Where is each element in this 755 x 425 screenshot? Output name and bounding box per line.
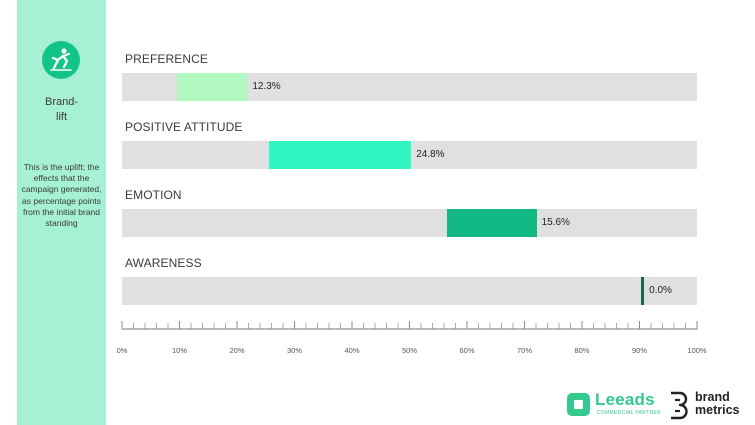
bar-track: 12.3% xyxy=(122,73,697,101)
brandmetrics-logo-mark xyxy=(671,391,688,420)
sidebar-panel: Brand- lift This is the uplift; the effe… xyxy=(17,0,106,425)
bar-track: 15.6% xyxy=(122,209,697,237)
brandmetrics-logo: brand metrics xyxy=(668,390,752,420)
x-tick-label: 40% xyxy=(344,346,359,355)
sidebar-title-line1: Brand- xyxy=(44,96,79,108)
leeads-logo-name: Leeads xyxy=(595,390,655,409)
bar xyxy=(640,277,645,305)
bar xyxy=(176,73,248,101)
x-tick-label: 70% xyxy=(517,346,532,355)
x-tick-label: 20% xyxy=(229,346,244,355)
bar-value-label: 15.6% xyxy=(541,217,570,228)
bar xyxy=(268,141,412,169)
brand-lift-icon xyxy=(42,41,80,79)
sidebar-description: This is the uplift; the effects that the… xyxy=(21,162,102,229)
sidebar-title-line2: lift xyxy=(56,111,67,123)
leeads-logo-mark xyxy=(567,393,590,416)
x-tick-label: 100% xyxy=(687,346,707,355)
brandmetrics-logo-text: brand metrics xyxy=(695,391,739,416)
bar-value-label: 24.8% xyxy=(416,149,445,160)
bar xyxy=(446,209,537,237)
category-label: POSITIVE ATTITUDE xyxy=(125,120,243,134)
x-tick-label: 60% xyxy=(459,346,474,355)
bar-track: 0.0% xyxy=(122,277,697,305)
sidebar-title: Brand- lift xyxy=(17,95,106,125)
x-tick-label: 90% xyxy=(632,346,647,355)
bar-value-label: 12.3% xyxy=(252,81,281,92)
leeads-logo: Leeads COMMERCIAL PARTNER xyxy=(567,390,665,420)
category-label: EMOTION xyxy=(125,188,182,202)
leeads-logo-subtitle: COMMERCIAL PARTNER xyxy=(597,410,661,416)
brandmetrics-logo-line2: metrics xyxy=(695,402,740,417)
bar-value-label: 0.0% xyxy=(649,285,672,296)
category-label: PREFERENCE xyxy=(125,52,209,66)
x-tick-label: 50% xyxy=(402,346,417,355)
x-tick-label: 30% xyxy=(287,346,302,355)
category-label: AWARENESS xyxy=(125,256,202,270)
bar-track: 24.8% xyxy=(122,141,697,169)
x-tick-label: 0% xyxy=(117,346,128,355)
brandmetrics-logo-line1: brand xyxy=(695,390,730,404)
x-tick-label: 10% xyxy=(172,346,187,355)
x-tick-label: 80% xyxy=(574,346,589,355)
